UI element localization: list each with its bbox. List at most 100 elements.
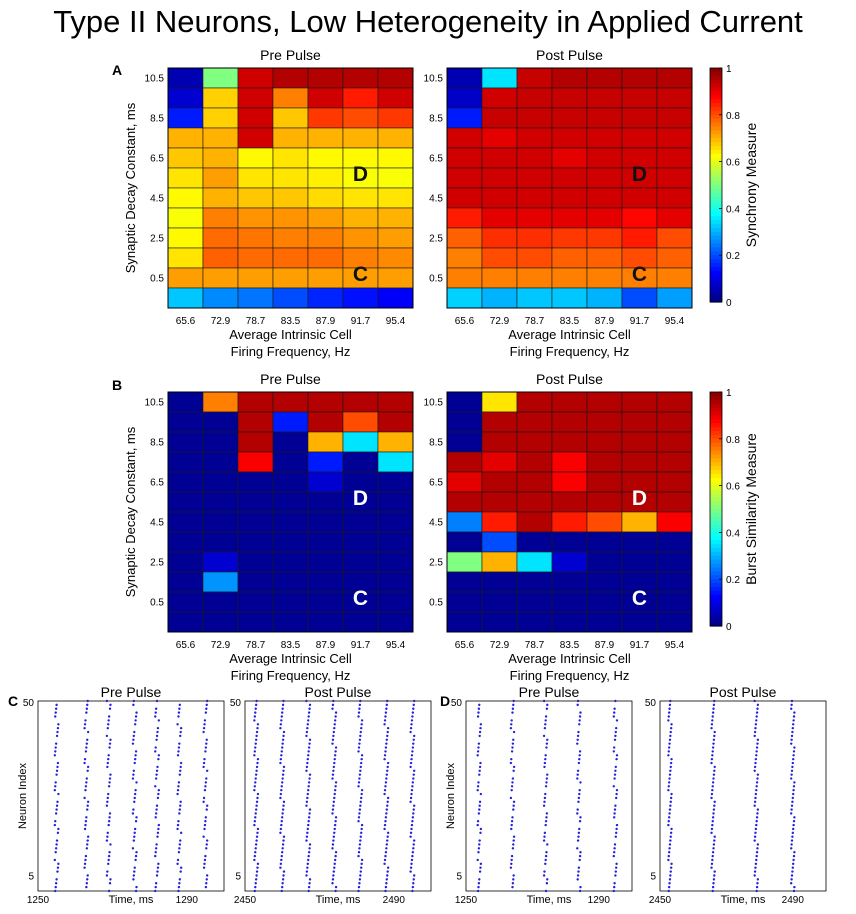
spike-point [754, 866, 757, 869]
spike-point [512, 808, 515, 811]
heatmap-cell [481, 227, 518, 249]
spike-point [576, 769, 580, 772]
spike-point [177, 851, 181, 854]
heatmap-cell [516, 411, 553, 433]
spike-point [86, 703, 89, 707]
spike-point [178, 808, 182, 811]
spike-point [155, 773, 158, 776]
colorbar-segment [710, 571, 722, 576]
spike-point [203, 788, 207, 792]
colorbar-frame [709, 391, 723, 627]
spike-point [383, 792, 386, 796]
heatmap-cell [656, 391, 693, 413]
spike-point [179, 839, 182, 842]
heatmap-cell [307, 107, 344, 129]
spike-point [56, 726, 60, 730]
spike-point [155, 699, 159, 703]
spike-point [577, 835, 580, 838]
spike-point [54, 885, 57, 889]
colorbar-segment [710, 165, 722, 170]
cell-marker-d: D [353, 163, 368, 186]
spike-point [546, 703, 549, 707]
subplot-title: Post Pulse [710, 684, 777, 700]
x-tick-label: 91.7 [351, 640, 371, 651]
heatmap-cell [586, 187, 623, 209]
spike-point [131, 812, 135, 815]
spike-point [253, 889, 257, 893]
spike-point [308, 777, 311, 780]
subplot-title: Pre Pulse [519, 684, 580, 700]
spike-point [133, 870, 136, 873]
spike-point [614, 831, 618, 835]
cell-marker-c: C [632, 587, 647, 610]
colorbar-tick-label: 0 [726, 622, 732, 633]
spike-point [107, 785, 111, 788]
spike-point [56, 761, 60, 765]
spike-point [386, 769, 389, 772]
heatmap-cell [272, 127, 309, 149]
spike-point [613, 711, 616, 714]
spike-point [135, 885, 138, 889]
colorbar-segment [710, 251, 722, 256]
spike-point [154, 711, 157, 714]
spike-point [333, 719, 337, 722]
spike-point [411, 785, 414, 788]
heatmap-cell [656, 227, 693, 249]
spike-point [109, 703, 112, 707]
spike-point [511, 707, 515, 710]
spike-point [178, 812, 181, 815]
heatmap-cell [516, 551, 553, 573]
heatmap-cell [377, 247, 414, 269]
heatmap-cell [586, 391, 623, 413]
spike-point [545, 707, 549, 710]
spike-point [543, 765, 546, 769]
spike-point [612, 785, 616, 788]
spike-point [279, 796, 282, 800]
spike-point [54, 781, 57, 784]
colorbar-segment [710, 68, 722, 73]
spike-point [579, 711, 582, 714]
spike-point [333, 792, 336, 796]
spike-point [306, 757, 309, 761]
colorbar-tick-label: 0.6 [726, 482, 740, 493]
spike-point [756, 703, 760, 707]
spike-point [134, 719, 137, 722]
heatmap-cell [586, 247, 623, 269]
spike-point [578, 754, 581, 757]
heatmap-cell [377, 611, 414, 633]
spike-point [205, 878, 208, 881]
heatmap-cell [481, 511, 518, 533]
spike-point [282, 734, 285, 738]
colorbar-segment [710, 274, 722, 280]
spike-point [178, 703, 182, 707]
x-axis-label: Time, ms [316, 894, 361, 906]
spike-point [357, 715, 360, 718]
spike-point [334, 816, 338, 819]
spike-point [85, 847, 89, 850]
spike-point [384, 746, 388, 749]
heatmap-cell [551, 531, 588, 553]
heatmap-cell [621, 287, 658, 309]
spike-point [613, 808, 617, 811]
spike-point [177, 785, 180, 788]
heatmap-cell [167, 451, 204, 473]
spike-point [282, 835, 286, 838]
colorbar-segment [710, 216, 722, 221]
x-tick-label: 87.9 [316, 316, 336, 327]
spike-point [281, 781, 284, 784]
x-tick-label: 65.6 [176, 316, 196, 327]
colorbar-segment [710, 563, 722, 569]
heatmap-cell [202, 491, 239, 513]
colorbar-segment [710, 255, 722, 260]
heatmap-cell [621, 87, 658, 109]
spike-point [386, 796, 390, 800]
spike-point [754, 761, 757, 765]
spike-point [755, 781, 759, 784]
x-tick-label: 1290 [176, 895, 199, 906]
spike-point [357, 816, 361, 819]
spike-point [479, 862, 483, 866]
heatmap-cell [202, 611, 239, 633]
heatmap-cell [167, 107, 204, 129]
x-tick-label: 83.5 [560, 640, 580, 651]
heatmap-cell [586, 511, 623, 533]
